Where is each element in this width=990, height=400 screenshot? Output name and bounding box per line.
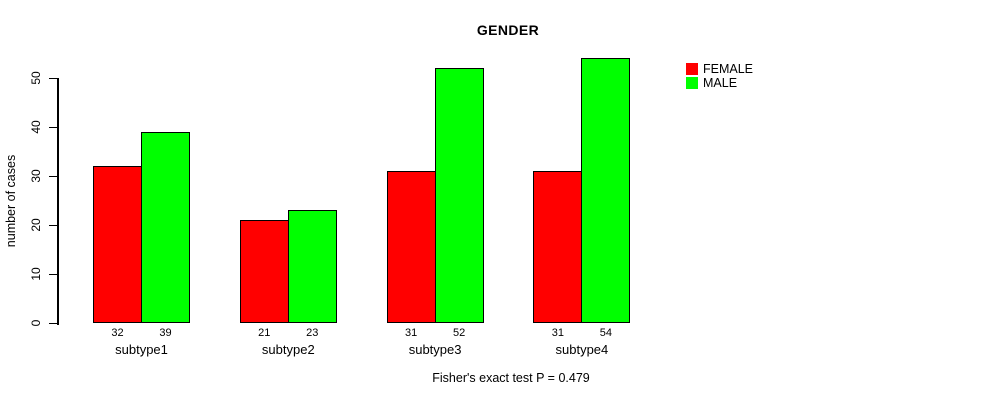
bar-male-subtype1	[141, 131, 190, 323]
bar-value-label: 23	[306, 327, 319, 339]
y-tick	[49, 322, 57, 324]
y-tick-label: 50	[29, 71, 43, 85]
bar-male-subtype2	[287, 210, 337, 323]
bar-value-label: 39	[159, 327, 172, 339]
y-tick-label: 20	[29, 218, 43, 232]
x-category-label-subtype1: subtype1	[115, 342, 168, 357]
legend-item-male: MALE	[686, 75, 753, 90]
bar-value-label: 31	[404, 327, 418, 339]
legend: FEMALE MALE	[686, 62, 753, 90]
bar-value-label: 32	[111, 327, 124, 339]
x-category-label-subtype3: subtype3	[408, 342, 462, 357]
bar-female-subtype1	[93, 166, 142, 323]
bar-value-label: 54	[599, 327, 613, 339]
bar-value-label: 21	[258, 327, 271, 339]
legend-label: FEMALE	[703, 61, 754, 76]
y-axis-line	[57, 78, 59, 325]
y-tick-label: 10	[29, 267, 43, 281]
x-category-label-subtype2: subtype2	[261, 342, 315, 357]
y-tick-label: 30	[29, 169, 43, 183]
bar-male-subtype3	[434, 68, 484, 323]
chart-title: GENDER	[476, 22, 540, 38]
y-tick	[49, 126, 57, 128]
bar-female-subtype4	[533, 171, 583, 323]
y-tick	[49, 77, 57, 79]
bar-value-label: 31	[551, 327, 565, 339]
legend-swatch-female	[686, 62, 698, 75]
x-category-label-subtype4: subtype4	[555, 342, 609, 357]
y-tick-label: 40	[29, 120, 43, 134]
y-tick	[49, 224, 57, 226]
legend-label: MALE	[703, 75, 738, 90]
y-tick-label: 0	[29, 319, 43, 327]
annotation-fishers-test: Fisher's exact test P = 0.479	[432, 371, 590, 385]
legend-item-female: FEMALE	[686, 61, 754, 76]
legend-swatch-male	[686, 76, 698, 89]
bar-value-label: 52	[452, 327, 466, 339]
bar-female-subtype3	[386, 171, 436, 323]
bar-female-subtype2	[239, 220, 289, 323]
bar-male-subtype4	[581, 58, 631, 323]
y-tick	[49, 273, 57, 275]
y-tick	[49, 175, 57, 177]
